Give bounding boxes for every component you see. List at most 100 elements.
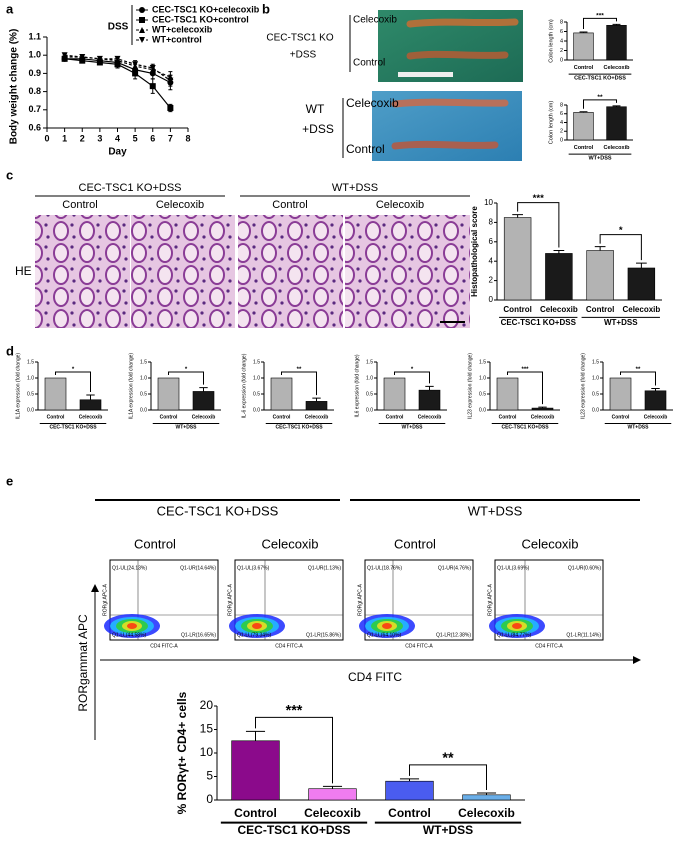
y-tick-label: 1.5	[479, 359, 486, 365]
flow-axis-label: RORgt APC-A	[227, 584, 233, 616]
x-tick-label: 8	[185, 133, 190, 143]
y-axis-label: Colon length (cm)	[548, 19, 554, 63]
quadrant-label: Q1-UR(1.13%)	[308, 565, 341, 571]
legend-marker	[139, 7, 145, 13]
y-tick-label: 0.0	[592, 407, 599, 413]
error-bar	[636, 262, 647, 268]
bar	[609, 377, 632, 411]
bar	[496, 377, 519, 411]
column-header: Celecoxib	[156, 199, 204, 211]
error-bar	[425, 385, 434, 391]
x-tick-label: Control	[47, 414, 65, 420]
significance-label: ***	[596, 12, 604, 19]
marker	[114, 55, 121, 62]
group-label: CEC-TSC1 KO+DSS	[237, 823, 350, 837]
y-tick-label: 1.0	[366, 375, 373, 381]
group-label: WT+DSS	[402, 424, 424, 430]
y-tick-label: 0.0	[253, 407, 260, 413]
error-bar	[476, 792, 497, 795]
y-axis-label: IL23 expression (fold change)	[580, 353, 586, 419]
significance-label: **	[636, 367, 641, 373]
y-tick-label: 1.1	[28, 31, 41, 41]
histology-image	[345, 215, 470, 328]
bar	[586, 250, 614, 301]
y-tick-label: 6	[560, 111, 563, 117]
column-header: Control	[272, 199, 307, 211]
x-tick-label: 1	[62, 133, 67, 143]
x-tick-label: Control	[499, 414, 517, 420]
marker	[79, 54, 86, 61]
error-bar	[199, 387, 208, 392]
density	[512, 623, 522, 629]
y-tick-label: 4	[560, 120, 563, 126]
density	[382, 623, 392, 629]
quadrant-label: Q1-UL(3.69%)	[497, 565, 530, 571]
row-label: Control	[346, 142, 385, 156]
panel-letter: a	[6, 1, 14, 16]
quadrant-label: Q1-UR(4.76%)	[438, 565, 471, 571]
legend-entry: WT+celecoxib	[152, 24, 213, 34]
quadrant-label: Q1-LL(84.77%)	[497, 632, 532, 638]
flow-axis-label: RORgt APC-A	[357, 584, 363, 616]
error-bar	[322, 785, 343, 789]
axes	[46, 37, 188, 129]
y-tick-label: 1.0	[479, 375, 486, 381]
bar	[606, 106, 627, 141]
x-tick-label: Celecoxib	[540, 305, 578, 314]
stain-label: HE	[15, 264, 32, 278]
y-tick-label: 0.5	[27, 391, 34, 397]
legend-marker	[139, 17, 145, 23]
quadrant-label: Q1-LR(12.38%)	[436, 632, 471, 638]
marker	[61, 52, 68, 59]
quadrant-label: Q1-LR(11.14%)	[566, 632, 601, 638]
error-bar	[538, 406, 547, 409]
x-tick-label: 2	[80, 133, 85, 143]
y-tick-label: 0.0	[366, 407, 373, 413]
y-tick-label: 6	[489, 237, 494, 246]
column-header: Control	[62, 199, 97, 211]
significance-bracket	[168, 371, 204, 385]
x-tick-label: Control	[273, 414, 291, 420]
bar	[627, 267, 656, 301]
y-tick-label: 1.0	[28, 50, 41, 60]
marker	[149, 64, 156, 71]
group-label: +DSS	[302, 122, 334, 136]
y-tick-label: 0	[489, 295, 494, 304]
y-tick-label: 0.9	[28, 68, 41, 78]
y-tick-label: 8	[489, 218, 494, 227]
significance-bracket	[55, 371, 91, 392]
legend-title: DSS	[108, 22, 129, 33]
y-axis-label: Colon length (cm)	[548, 101, 554, 145]
density	[127, 623, 137, 629]
significance-label: ***	[521, 367, 529, 373]
histology-image	[238, 215, 343, 328]
bar	[192, 391, 215, 411]
y-tick-label: 1.5	[140, 359, 147, 365]
y-axis-label: IL23 expression (fold change)	[467, 353, 473, 419]
colon	[406, 18, 519, 28]
y-tick-label: 10	[484, 198, 493, 207]
y-axis-label: Body weight change (%)	[9, 29, 20, 145]
flow-axis-label: CD4 FITC-A	[405, 643, 433, 649]
bar	[606, 25, 627, 61]
error-bar	[594, 246, 606, 251]
group-label: WT	[306, 102, 325, 116]
group-label: CEC-TSC1 KO+DSS	[49, 424, 97, 430]
significance-bracket	[409, 764, 487, 790]
x-tick-label: 7	[168, 133, 173, 143]
y-tick-label: 0.0	[140, 407, 147, 413]
y-axis-label: IL-6 expression (fold change)	[241, 353, 247, 418]
quadrant-label: Q1-LR(16.65%)	[181, 632, 216, 638]
marker	[96, 55, 103, 62]
flow-axis-label: CD4 FITC-A	[275, 643, 303, 649]
group-header: WT+DSS	[468, 503, 523, 518]
colon	[391, 98, 509, 108]
bar	[231, 740, 280, 801]
x-tick-label: Control	[160, 414, 178, 420]
bar	[503, 217, 532, 301]
colon	[406, 50, 509, 60]
quadrant-label: Q1-LL(64.10%)	[367, 632, 402, 638]
y-axis-label: IL1A expression (fold change)	[15, 353, 21, 419]
density	[252, 623, 262, 629]
significance-label: ***	[286, 703, 303, 719]
